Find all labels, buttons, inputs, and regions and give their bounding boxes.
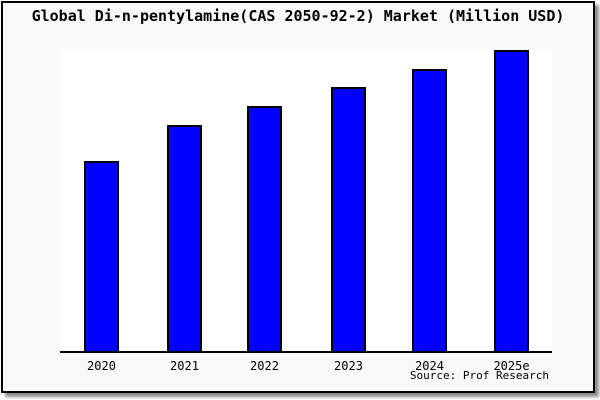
bar-2024 <box>412 69 447 351</box>
x-tick-label-2020: 2020 <box>87 359 116 373</box>
bar-2023 <box>331 87 366 351</box>
chart-title: Global Di-n-pentylamine(CAS 2050-92-2) M… <box>31 7 565 25</box>
x-tick-label-2024: 2024 <box>415 359 444 373</box>
bar-2020 <box>84 161 119 351</box>
chart-frame: Global Di-n-pentylamine(CAS 2050-92-2) M… <box>1 1 595 393</box>
bar-2021 <box>167 125 202 351</box>
x-tick-label-2021: 2021 <box>170 359 199 373</box>
bar-2022 <box>247 106 282 351</box>
x-tick-label-2022: 2022 <box>250 359 279 373</box>
source-note: Source: Prof Research <box>409 369 549 382</box>
bar-2025e <box>494 50 529 351</box>
plot-area <box>60 50 552 353</box>
x-tick-label-2025e: 2025e <box>493 359 530 373</box>
x-tick-label-2023: 2023 <box>334 359 363 373</box>
